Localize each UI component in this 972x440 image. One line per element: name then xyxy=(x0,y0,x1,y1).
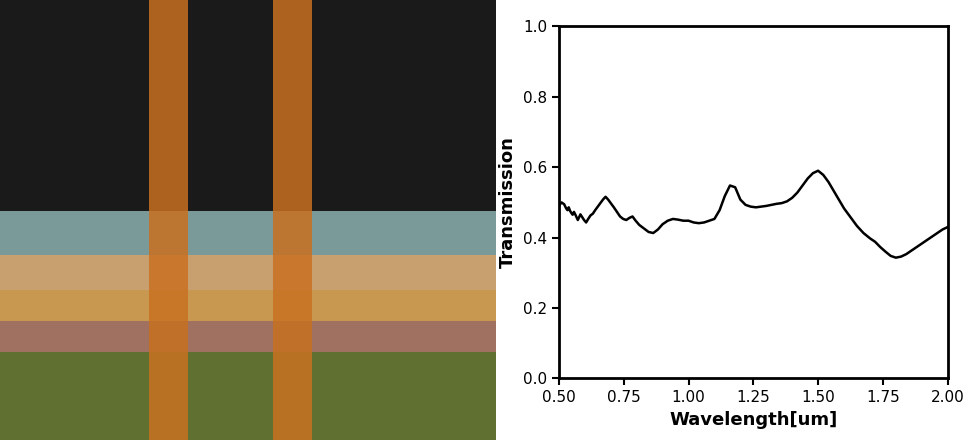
Bar xyxy=(0,321,496,352)
Bar xyxy=(0,352,496,440)
Bar xyxy=(272,0,312,440)
Bar xyxy=(0,290,496,321)
Bar xyxy=(0,0,496,211)
Y-axis label: Transmission: Transmission xyxy=(500,136,517,268)
Bar xyxy=(0,255,496,290)
Bar xyxy=(0,211,496,255)
X-axis label: Wavelength[um]: Wavelength[um] xyxy=(669,411,838,429)
Bar xyxy=(149,0,189,440)
